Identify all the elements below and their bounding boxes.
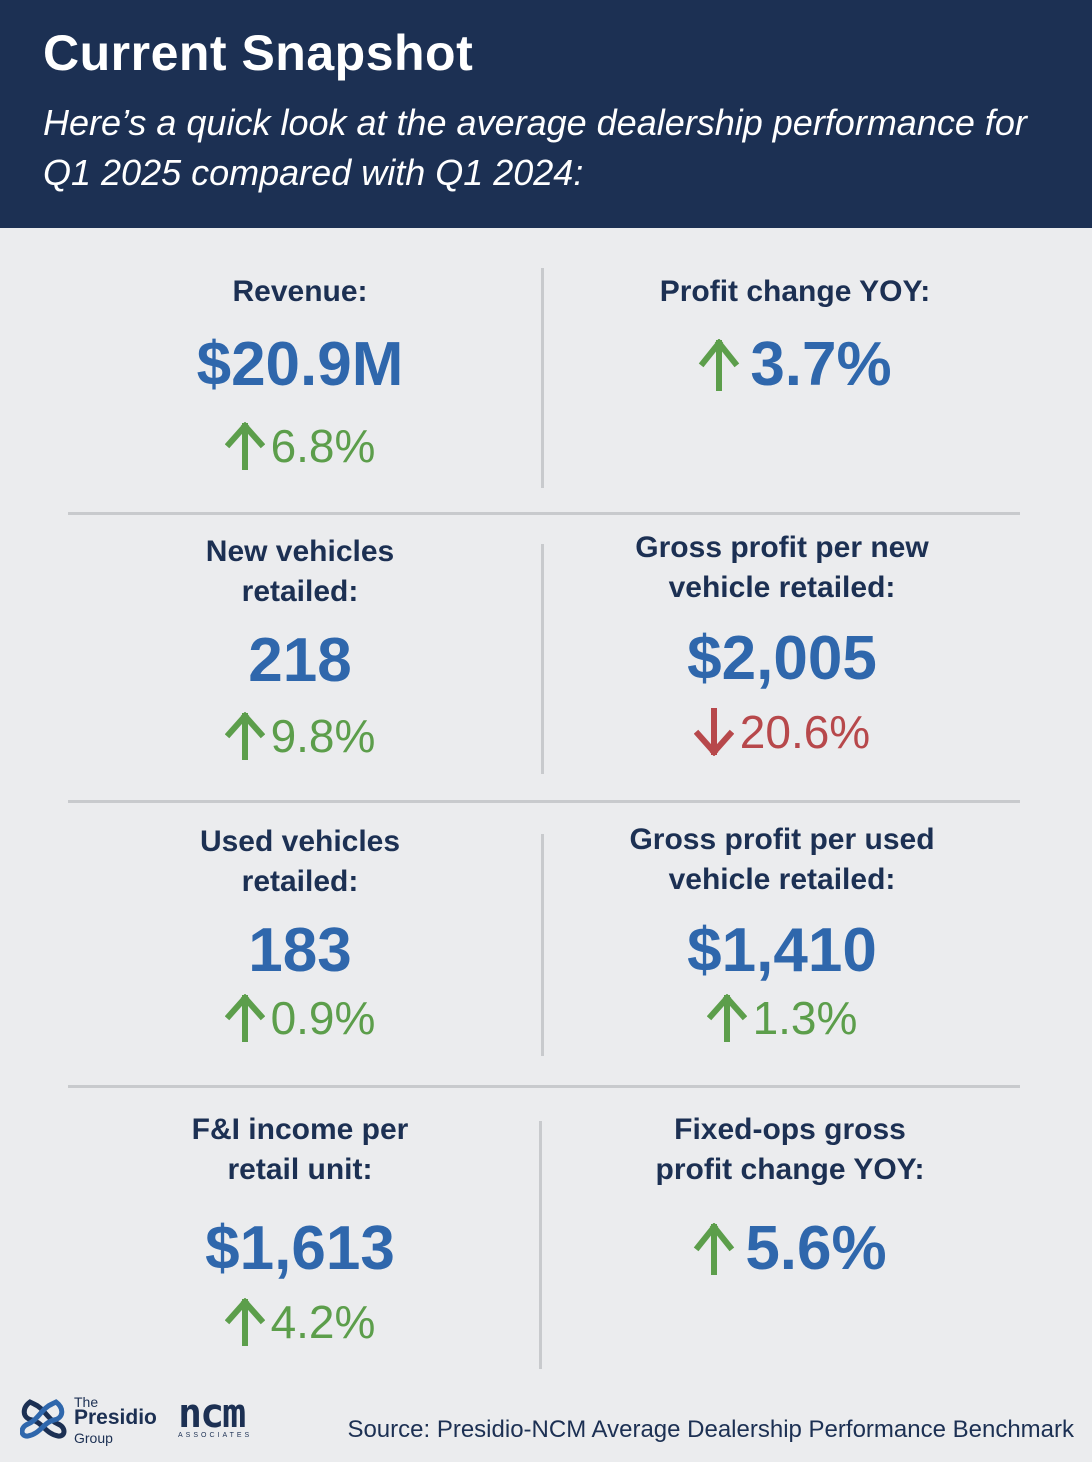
horizontal-divider [68,1085,1020,1088]
change-value: 4.2% [270,1296,376,1348]
metric-gross-profit-new: Gross profit per new vehicle retailed: $… [542,528,1022,761]
metrics-grid: Revenue: $20.9M 6.8% Profit change YOY: … [0,228,1092,1378]
metric-label: F&I income per retail unit: [60,1110,540,1190]
metric-change: 1.3% [706,990,858,1046]
metric-value: $2,005 [687,624,877,693]
footer: The Presidio Group ncm ASSOCIATES Source… [0,1380,1092,1462]
vertical-divider [541,544,544,774]
source-note: Source: Presidio-NCM Average Dealership … [347,1416,1074,1443]
metric-value: $20.9M [196,330,404,399]
label-line: Gross profit per new [635,531,929,564]
metric-change: 20.6% [693,704,871,760]
metric-revenue: Revenue: $20.9M 6.8% [60,272,540,475]
metric-label: Gross profit per new vehicle retailed: [542,528,1022,608]
horizontal-divider [68,800,1020,803]
presidio-logo: The Presidio Group [20,1392,160,1448]
change-value: 9.8% [270,710,376,762]
arrow-up-icon [694,1223,735,1275]
vertical-divider [541,834,544,1056]
arrow-up-icon [224,422,265,470]
ncm-name: ncm [178,1391,246,1437]
metric-value: $1,410 [687,916,877,985]
arrow-up-icon [706,994,747,1042]
metric-value: $1,613 [205,1214,395,1283]
metric-fi-income: F&I income per retail unit: $1,613 4.2% [60,1110,540,1351]
label-line: profit change YOY: [655,1153,925,1186]
presidio-name: Presidio [74,1406,157,1429]
vertical-divider [541,268,544,488]
label-line: vehicle retailed: [668,863,896,896]
metric-change: 0.9% [224,990,376,1046]
metric-label: Fixed-ops gross profit change YOY: [550,1110,1030,1190]
label-line: Gross profit per used [629,823,935,856]
label-line: Fixed-ops gross [674,1113,906,1146]
presidio-group: Group [74,1430,113,1446]
change-value: 20.6% [739,706,871,758]
metric-change: 3.7% [698,330,892,400]
label-line: vehicle retailed: [668,571,896,604]
arrow-down-icon [693,708,734,756]
metric-label: New vehicles retailed: [60,532,540,612]
change-value: 0.9% [270,992,376,1044]
label-line: retailed: [241,865,359,898]
metric-fixed-ops: Fixed-ops gross profit change YOY: 5.6% [550,1110,1030,1284]
arrow-up-icon [224,1298,265,1346]
header-banner: Current Snapshot Here’s a quick look at … [0,0,1092,228]
presidio-mark-icon [20,1399,67,1439]
metric-change: 5.6% [693,1214,887,1284]
metric-label: Gross profit per used vehicle retailed: [542,820,1022,900]
metric-label: Profit change YOY: [659,275,931,308]
metric-value: 218 [248,626,352,695]
presidio-the: The [74,1394,99,1410]
arrow-up-icon [699,339,740,391]
metric-gross-profit-used: Gross profit per used vehicle retailed: … [542,820,1022,1047]
horizontal-divider [68,512,1020,515]
metric-used-vehicles: Used vehicles retailed: 183 0.9% [60,822,540,1047]
metric-label: Used vehicles retailed: [60,822,540,902]
metric-change: 6.8% [224,418,376,474]
page-subtitle: Here’s a quick look at the average deale… [43,102,1027,193]
metric-new-vehicles: New vehicles retailed: 218 9.8% [60,532,540,765]
ncm-logo: ncm ASSOCIATES [178,1394,278,1446]
change-value: 5.6% [745,1214,887,1283]
label-line: F&I income per [191,1113,409,1146]
ncm-sub: ASSOCIATES [178,1432,253,1439]
label-line: New vehicles [205,535,395,568]
label-line: retailed: [241,575,359,608]
vertical-divider [539,1121,542,1369]
change-value: 3.7% [750,330,892,399]
metric-change: 9.8% [224,708,376,764]
arrow-up-icon [224,712,265,760]
metric-value: 183 [248,916,352,985]
metric-label: Revenue: [232,275,368,308]
label-line: retail unit: [227,1153,373,1186]
change-value: 1.3% [752,992,858,1044]
change-value: 6.8% [270,420,376,472]
label-line: Used vehicles [199,825,401,858]
arrow-up-icon [224,994,265,1042]
page-title: Current Snapshot [43,25,474,81]
metric-profit-change: Profit change YOY: 3.7% [550,272,1040,400]
metric-change: 4.2% [224,1294,376,1350]
